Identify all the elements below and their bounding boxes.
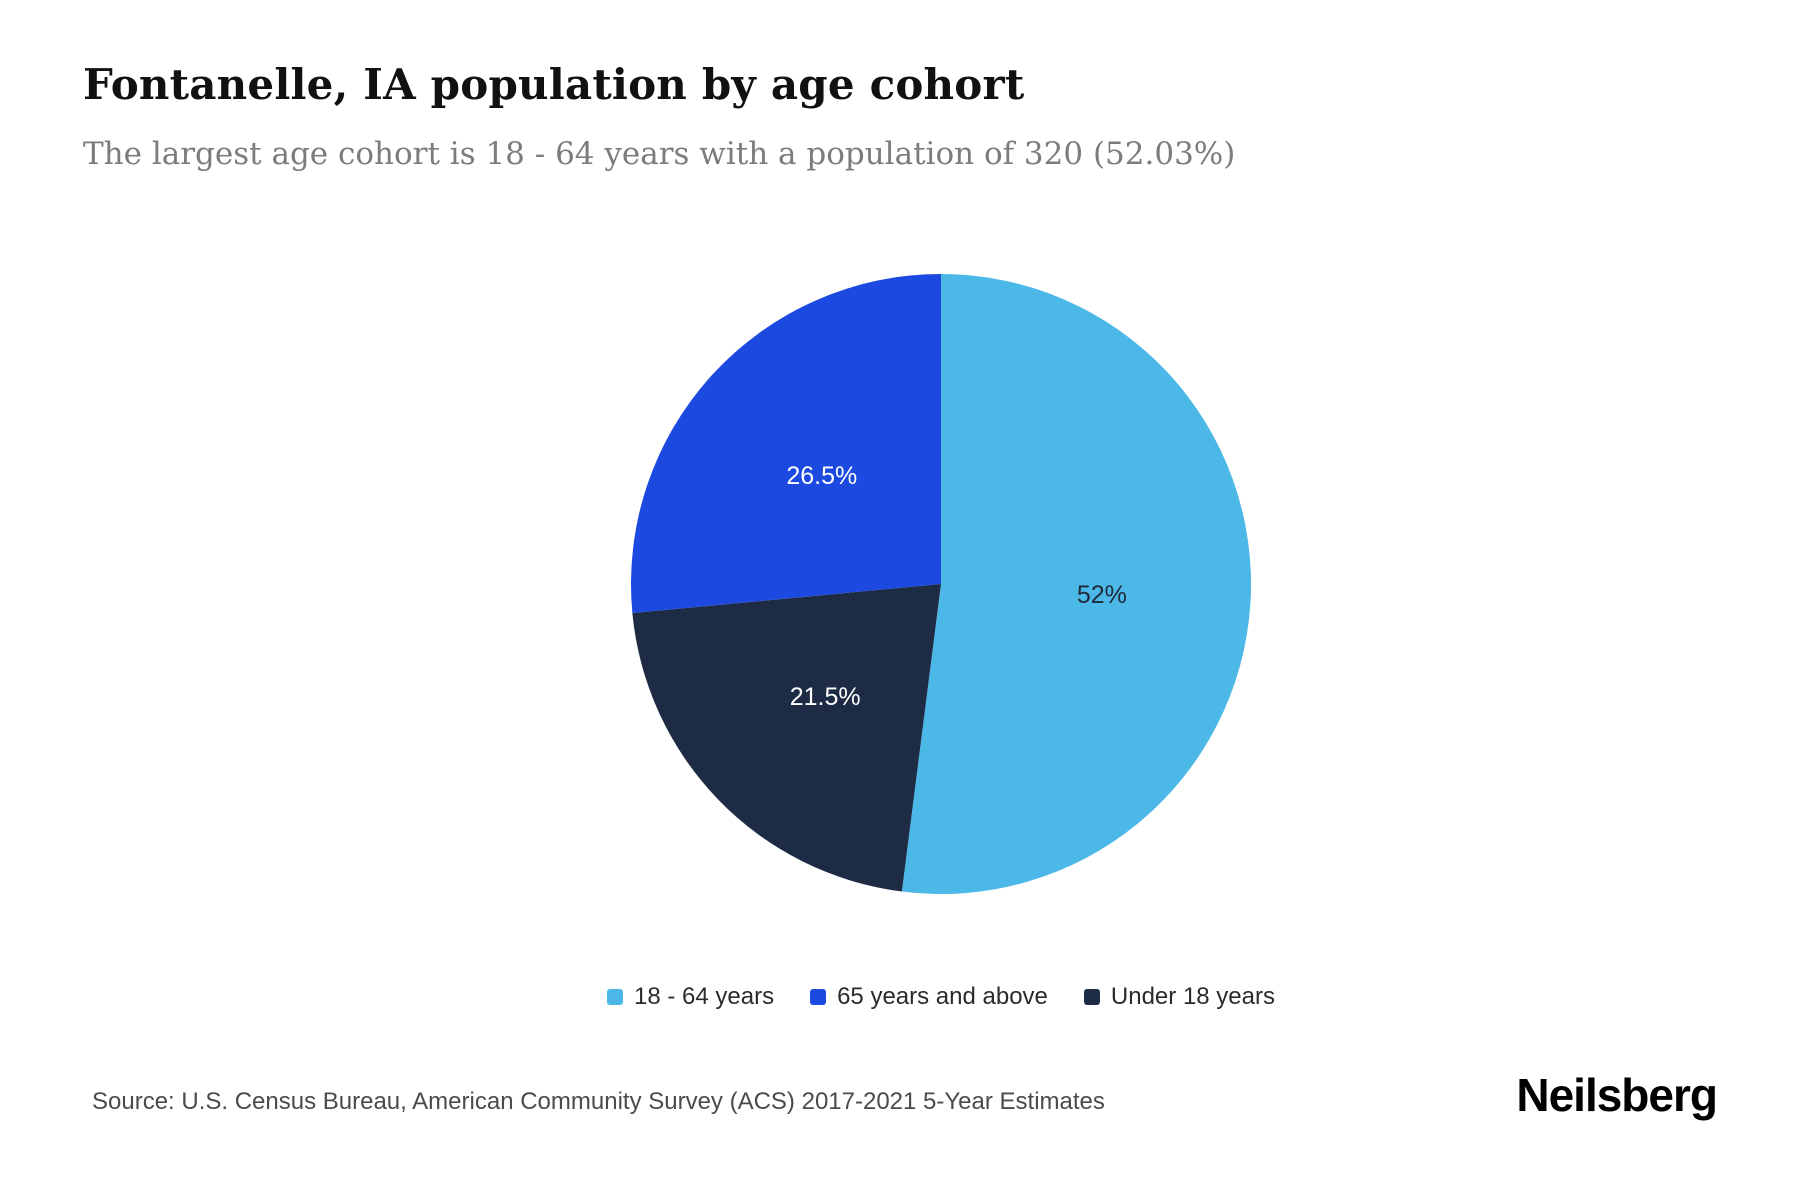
pie-slice-18-64-years[interactable] [901, 274, 1252, 894]
legend-swatch-under-18-years [1083, 989, 1100, 1005]
legend-label-65-years-and-above: 65 years and above [837, 983, 1048, 1010]
pie-slice-65-years-and-above[interactable] [630, 274, 941, 614]
chart-title: Fontanelle, IA population by age cohort [83, 60, 1025, 109]
legend-label-18-64-years: 18 - 64 years [634, 983, 775, 1010]
legend-item-65-years-and-above[interactable]: 65 years and above [810, 983, 1048, 1011]
pie-slice-percentage-label: 26.5% [786, 462, 857, 490]
pie-slice-percentage-label: 21.5% [790, 683, 861, 711]
legend-swatch-18-64-years [607, 989, 623, 1005]
pie-slice-percentage-label: 52% [1077, 581, 1127, 609]
legend-swatch-65-years-and-above [810, 989, 827, 1005]
legend-label-under-18-years: Under 18 years [1110, 983, 1275, 1010]
legend-item-18-64-years[interactable]: 18 - 64 years [607, 983, 774, 1011]
pie-slice-under-18-years[interactable] [632, 584, 941, 892]
legend: 18 - 64 years 65 years and above Under 1… [607, 983, 1275, 1011]
neilsberg-logo[interactable]: Neilsberg [1516, 1069, 1718, 1121]
chart-subtitle: The largest age cohort is 18 - 64 years … [83, 136, 1236, 172]
legend-item-under-18-years[interactable]: Under 18 years [1083, 983, 1275, 1011]
pie-chart: 52% 21.5% 26.5% [630, 274, 1252, 894]
source-attribution: Source: U.S. Census Bureau, American Com… [92, 1088, 1105, 1115]
